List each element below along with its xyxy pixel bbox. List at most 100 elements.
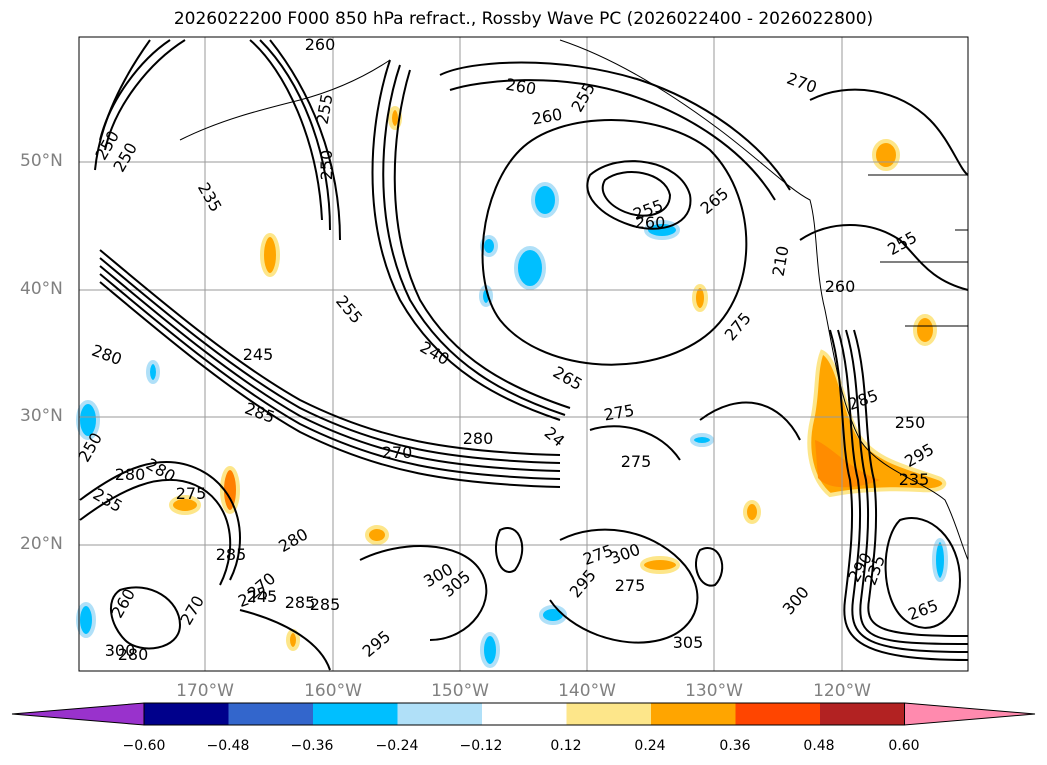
- shade-orange-s4: [743, 500, 761, 524]
- contour-label: 285: [310, 595, 341, 614]
- contour-label: 295: [566, 566, 600, 602]
- shade-orange-s1: [640, 556, 680, 574]
- colorbar-segment: [735, 703, 820, 725]
- contour-label: 285: [285, 593, 316, 612]
- lat-label-20n: 20°N: [20, 534, 63, 554]
- contour-label: 270: [784, 69, 819, 97]
- contour-label: 265: [906, 596, 941, 624]
- contour-label: 260: [305, 35, 336, 54]
- colorbar-tick: 0.60: [888, 738, 920, 754]
- shade-blue-11: [146, 360, 160, 384]
- colorbar-segment: [144, 703, 229, 725]
- contour-label: 255: [567, 79, 599, 115]
- contour-label: 280: [463, 429, 494, 448]
- contour-label: 270: [382, 443, 413, 462]
- contour-label: 245: [247, 587, 278, 606]
- lat-label-30n: 30°N: [20, 406, 63, 426]
- contour-label: 245: [243, 345, 274, 364]
- shade-blue-2: [514, 246, 546, 290]
- lon-label-170w: 170°W: [176, 681, 234, 701]
- colorbar-frame: [143, 702, 905, 726]
- colorbar-tick: −0.36: [290, 738, 334, 754]
- shade-orange-ne: [872, 139, 900, 171]
- contour-label: 265: [697, 184, 733, 218]
- lat-label-50n: 50°N: [20, 151, 63, 171]
- contour-label: 260: [825, 277, 856, 296]
- contour-label: 295: [359, 627, 395, 661]
- lon-label-140w: 140°W: [558, 681, 616, 701]
- contour-label: 280: [115, 465, 146, 484]
- colorbar-tick: 0.24: [634, 738, 666, 754]
- colorbar-tick: −0.48: [206, 738, 250, 754]
- contour-label: 250: [895, 413, 926, 432]
- lon-label-160w: 160°W: [304, 681, 362, 701]
- contour-label: 305: [673, 633, 704, 652]
- colorbar-tick: 0.48: [803, 738, 835, 754]
- shade-orange-nw3: [169, 495, 201, 515]
- colorbar-arrow-right: [904, 702, 1036, 726]
- contour-label: 300: [779, 583, 813, 619]
- shade-blue-12: [690, 433, 714, 447]
- graticule: [79, 37, 968, 671]
- contour-label: 270: [176, 592, 208, 628]
- colorbar-arrow-left: [11, 702, 145, 726]
- contour-label: 235: [194, 179, 226, 215]
- contour-label: 260: [635, 213, 666, 232]
- contour-label: 275: [621, 452, 652, 471]
- shade-blue-10: [480, 632, 500, 668]
- contour-label: 300: [105, 641, 136, 660]
- plot-title: 2026022200 F000 850 hPa refract., Rossby…: [173, 9, 874, 29]
- shade-blue-1: [531, 182, 559, 218]
- contour-label: 285: [216, 545, 247, 564]
- contour-label: 210: [769, 244, 793, 277]
- contour-label: 235: [899, 470, 930, 489]
- contour-label: 255: [332, 292, 366, 328]
- contour-label: 275: [602, 401, 635, 425]
- contour-label: 260: [504, 75, 537, 99]
- colorbar-segment: [651, 703, 736, 725]
- coastline: [179, 39, 969, 561]
- shade-blue-8: [76, 602, 96, 638]
- contour-label: 24: [541, 423, 569, 451]
- colorbar-segment: [228, 703, 313, 725]
- contour-label: 255: [884, 227, 920, 259]
- colorbar-tick: −0.24: [375, 738, 419, 754]
- colorbar-tick: −0.60: [122, 738, 166, 754]
- colorbar-segment: [482, 703, 567, 725]
- contour-label: 280: [275, 524, 311, 556]
- shade-blue-7: [76, 400, 100, 440]
- lon-label-150w: 150°W: [431, 681, 489, 701]
- shade-orange-s2: [365, 525, 389, 545]
- map-frame: [78, 36, 969, 672]
- colorbar-tick: −0.12: [459, 738, 503, 754]
- shading-layer: [76, 106, 948, 668]
- colorbar-segment: [566, 703, 651, 725]
- lon-label-130w: 130°W: [685, 681, 743, 701]
- contour-label: 280: [118, 645, 149, 664]
- shade-blue-9: [539, 605, 567, 625]
- shade-orange-nw2: [220, 466, 240, 514]
- contour-lines: [79, 39, 969, 671]
- colorbar-tick: 0.36: [719, 738, 751, 754]
- contour-label: 275: [615, 576, 646, 595]
- contour-label: 275: [176, 484, 207, 503]
- lon-label-120w: 120°W: [813, 681, 871, 701]
- contour-label: 260: [530, 105, 563, 129]
- contour-label: 280: [89, 341, 124, 369]
- colorbar-segment: [820, 703, 905, 725]
- colorbar-segment: [397, 703, 482, 725]
- lat-label-40n: 40°N: [20, 279, 63, 299]
- contour-label: 285: [846, 386, 881, 414]
- contour-label: 265: [550, 362, 586, 394]
- shade-blue-6: [932, 538, 948, 582]
- shade-orange-e: [913, 314, 937, 346]
- colorbar: [11, 702, 1036, 726]
- contour-label: 285: [242, 399, 277, 427]
- contour-label: 240: [417, 337, 453, 369]
- colorbar-tick: 0.12: [550, 738, 582, 754]
- contour-label: 250: [317, 150, 336, 181]
- colorbar-segment: [313, 703, 398, 725]
- shade-orange-nw1: [260, 233, 280, 277]
- shade-orange-s3: [692, 284, 708, 312]
